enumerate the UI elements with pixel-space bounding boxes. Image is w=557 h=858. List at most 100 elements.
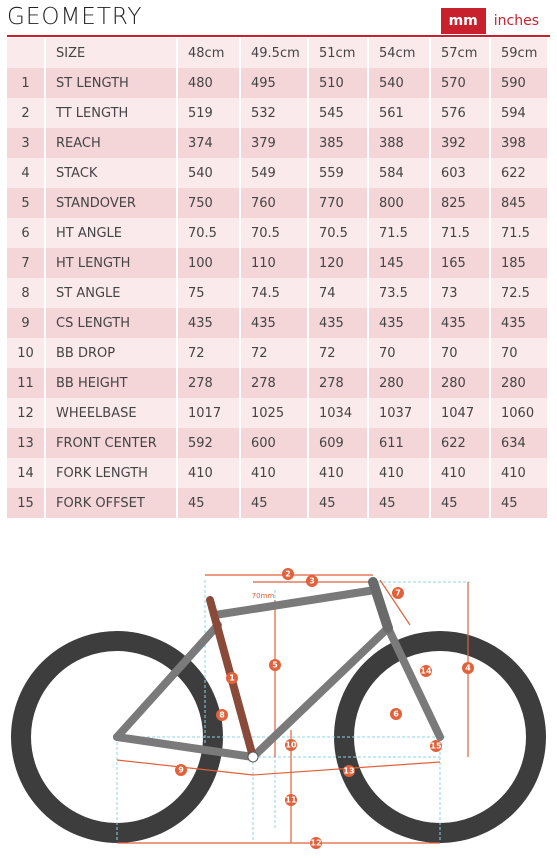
row-number: 4 bbox=[7, 158, 44, 188]
value-cell: 570 bbox=[431, 68, 489, 98]
value-cell: 410 bbox=[369, 458, 429, 488]
value-cell: 603 bbox=[431, 158, 489, 188]
table-row: 15 FORK OFFSET 45 45 45 45 45 45 bbox=[7, 488, 547, 518]
marker-label: 1 bbox=[229, 674, 235, 683]
unit-mm[interactable]: mm bbox=[440, 8, 486, 34]
table-row: 3 REACH 374 379 385 388 392 398 bbox=[7, 128, 547, 158]
value-cell: 495 bbox=[241, 68, 307, 98]
row-label: REACH bbox=[46, 128, 176, 158]
marker-label: 8 bbox=[219, 711, 225, 720]
value-cell: 825 bbox=[431, 188, 489, 218]
marker-dot bbox=[310, 837, 322, 849]
table-row: 5 STANDOVER 750 760 770 800 825 845 bbox=[7, 188, 547, 218]
value-cell: 435 bbox=[369, 308, 429, 338]
header-row: SIZE 48cm 49.5cm 51cm 54cm 57cm 59cm bbox=[7, 38, 547, 68]
value-cell: 70 bbox=[491, 338, 547, 368]
marker-dot bbox=[420, 665, 432, 677]
row-label: HT ANGLE bbox=[46, 218, 176, 248]
value-cell: 410 bbox=[241, 458, 307, 488]
column-header: 54cm bbox=[369, 38, 429, 68]
row-label: FRONT CENTER bbox=[46, 428, 176, 458]
value-cell: 392 bbox=[431, 128, 489, 158]
table-row: 6 HT ANGLE 70.5 70.5 70.5 71.5 71.5 71.5 bbox=[7, 218, 547, 248]
table-row: 4 STACK 540 549 559 584 603 622 bbox=[7, 158, 547, 188]
row-label: ST ANGLE bbox=[46, 278, 176, 308]
marker-dot bbox=[462, 662, 474, 674]
value-cell: 70.5 bbox=[241, 218, 307, 248]
value-cell: 435 bbox=[491, 308, 547, 338]
geometry-table: SIZE 48cm 49.5cm 51cm 54cm 57cm 59cm 1 ST LENGTH… bbox=[5, 38, 549, 518]
value-cell: 592 bbox=[178, 428, 239, 458]
row-label: BB DROP bbox=[46, 338, 176, 368]
row-number: 15 bbox=[7, 488, 44, 518]
column-header: 59cm bbox=[491, 38, 547, 68]
marker-label: 11 bbox=[285, 796, 297, 805]
value-cell: 75 bbox=[178, 278, 239, 308]
marker-dot bbox=[282, 568, 294, 580]
row-label: BB HEIGHT bbox=[46, 368, 176, 398]
marker-label: 12 bbox=[310, 839, 321, 848]
value-cell: 634 bbox=[491, 428, 547, 458]
unit-inches[interactable]: inches bbox=[493, 13, 539, 29]
table-row: 14 FORK LENGTH 410 410 410 410 410 410 bbox=[7, 458, 547, 488]
table-row: 11 BB HEIGHT 278 278 278 280 280 280 bbox=[7, 368, 547, 398]
value-cell: 73 bbox=[431, 278, 489, 308]
table-row: 2 TT LENGTH 519 532 545 561 576 594 bbox=[7, 98, 547, 128]
value-cell: 120 bbox=[309, 248, 367, 278]
value-cell: 280 bbox=[431, 368, 489, 398]
table-row: 10 BB DROP 72 72 72 70 70 70 bbox=[7, 338, 547, 368]
marker-dot bbox=[430, 740, 442, 752]
value-cell: 594 bbox=[491, 98, 547, 128]
value-cell: 45 bbox=[241, 488, 307, 518]
value-cell: 71.5 bbox=[369, 218, 429, 248]
marker-label: 9 bbox=[178, 766, 184, 775]
value-cell: 845 bbox=[491, 188, 547, 218]
value-cell: 1025 bbox=[241, 398, 307, 428]
marker-label: 3 bbox=[309, 577, 315, 586]
value-cell: 760 bbox=[241, 188, 307, 218]
value-cell: 1017 bbox=[178, 398, 239, 428]
row-number: 3 bbox=[7, 128, 44, 158]
marker-dot bbox=[216, 709, 228, 721]
value-cell: 398 bbox=[491, 128, 547, 158]
value-cell: 278 bbox=[241, 368, 307, 398]
row-number: 1 bbox=[7, 68, 44, 98]
value-cell: 72 bbox=[241, 338, 307, 368]
unit-toggle: mm inches bbox=[440, 8, 547, 34]
row-label: STANDOVER bbox=[46, 188, 176, 218]
value-cell: 611 bbox=[369, 428, 429, 458]
marker-dot bbox=[175, 764, 187, 776]
row-label: STACK bbox=[46, 158, 176, 188]
corner-cell bbox=[7, 38, 44, 68]
row-number: 2 bbox=[7, 98, 44, 128]
value-cell: 74.5 bbox=[241, 278, 307, 308]
value-cell: 45 bbox=[491, 488, 547, 518]
row-number: 8 bbox=[7, 278, 44, 308]
value-cell: 70 bbox=[369, 338, 429, 368]
table-row: 1 ST LENGTH 480 495 510 540 570 590 bbox=[7, 68, 547, 98]
value-cell: 519 bbox=[178, 98, 239, 128]
value-cell: 549 bbox=[241, 158, 307, 188]
value-cell: 622 bbox=[431, 428, 489, 458]
value-cell: 45 bbox=[431, 488, 489, 518]
table-row: 12 WHEELBASE 1017 1025 1034 1037 1047 1060 bbox=[7, 398, 547, 428]
value-cell: 800 bbox=[369, 188, 429, 218]
row-number: 5 bbox=[7, 188, 44, 218]
value-cell: 385 bbox=[309, 128, 367, 158]
value-cell: 145 bbox=[369, 248, 429, 278]
value-cell: 1037 bbox=[369, 398, 429, 428]
value-cell: 609 bbox=[309, 428, 367, 458]
value-cell: 45 bbox=[369, 488, 429, 518]
marker-label: 15 bbox=[430, 742, 442, 751]
value-cell: 45 bbox=[178, 488, 239, 518]
value-cell: 750 bbox=[178, 188, 239, 218]
value-cell: 584 bbox=[369, 158, 429, 188]
value-cell: 70.5 bbox=[178, 218, 239, 248]
title: GEOMETRY bbox=[7, 4, 143, 30]
value-cell: 165 bbox=[431, 248, 489, 278]
value-cell: 770 bbox=[309, 188, 367, 218]
marker-dot bbox=[390, 708, 402, 720]
marker-dot bbox=[392, 587, 404, 599]
